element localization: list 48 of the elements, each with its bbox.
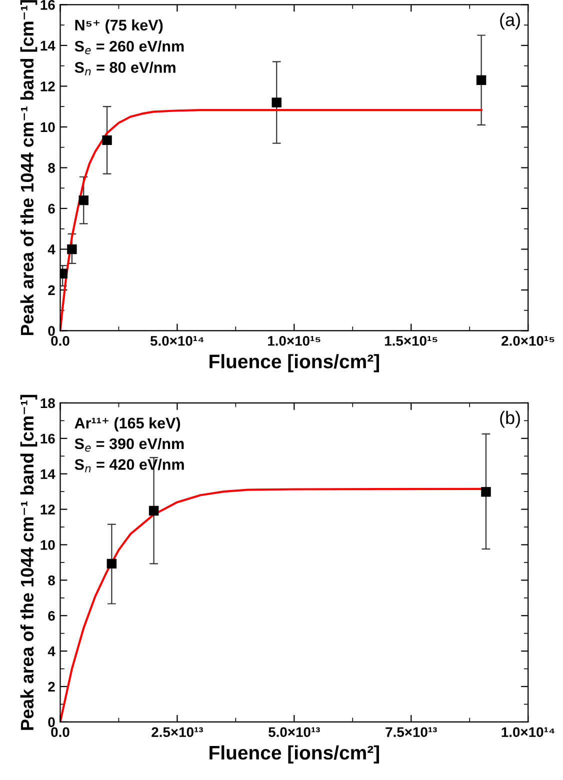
annotation: Ar¹¹⁺ (165 keV) xyxy=(74,417,180,432)
y-tick-label: 16 xyxy=(40,0,55,10)
annotation: S$_{n}$ = 80 eV/nm xyxy=(74,62,176,76)
y-tick-label: 16 xyxy=(40,434,55,444)
annotation: (a) xyxy=(500,12,520,30)
x-tick-label: 2.5×10¹³ xyxy=(152,727,203,738)
x-tick-label: 2.0×10¹⁵ xyxy=(502,336,554,346)
x-axis-title: Fluence [ions/cm²] xyxy=(210,745,379,764)
y-tick-label: 14 xyxy=(40,40,56,50)
y-tick-label: 10 xyxy=(40,122,55,132)
point xyxy=(78,195,88,206)
y-tick-label: 6 xyxy=(48,610,55,621)
point xyxy=(272,98,282,108)
y-tick-label: 8 xyxy=(48,576,55,586)
y-axis-title: Peak area of the 1044 cm⁻¹ band [cm⁻¹] xyxy=(20,0,38,336)
x-tick-label: 1.5×10¹⁵ xyxy=(385,336,438,346)
annotation: N⁵⁺ (75 keV) xyxy=(75,19,163,34)
y-tick-label: 4 xyxy=(48,244,56,254)
y-tick-label: 12 xyxy=(40,504,55,514)
point xyxy=(102,135,112,146)
x-tick-label: 1.0×10¹⁵ xyxy=(268,336,320,346)
annotation: (b) xyxy=(500,410,520,428)
y-tick-label: 0 xyxy=(48,717,55,728)
x-tick-label: 0.0 xyxy=(51,336,70,346)
x-tick-label: 5.0×10¹³ xyxy=(268,727,320,738)
y-tick-label: 6 xyxy=(48,204,55,214)
x-tick-label: 7.5×10¹³ xyxy=(386,727,437,738)
point xyxy=(106,558,117,569)
y-tick-label: 12 xyxy=(40,82,55,92)
annotation: S$_{e}$ = 260 eV/nm xyxy=(74,40,184,54)
y-axis-title: Peak area of the 1044 cm⁻¹ band [cm⁻¹] xyxy=(20,394,38,730)
y-tick-label: 14 xyxy=(40,469,56,479)
y-tick-label: 0 xyxy=(48,326,55,336)
y-tick-label: 8 xyxy=(48,163,55,173)
point xyxy=(148,506,159,516)
x-tick-label: 5.0×10¹⁴ xyxy=(150,336,204,346)
y-tick-label: 2 xyxy=(48,285,55,295)
x-tick-label: 1.0×10¹⁴ xyxy=(502,727,554,738)
y-tick-label: 2 xyxy=(48,682,55,692)
y-tick-label: 10 xyxy=(40,540,55,550)
x-axis-title: Fluence [ions/cm²] xyxy=(210,354,379,372)
point xyxy=(481,487,491,497)
y-tick-label: 4 xyxy=(48,646,56,656)
annotation: S$_{e}$ = 390 eV/nm xyxy=(74,438,184,452)
point xyxy=(67,244,77,254)
point xyxy=(476,75,486,85)
y-tick-label: 18 xyxy=(40,398,55,408)
x-tick-label: 0.0 xyxy=(51,727,70,738)
